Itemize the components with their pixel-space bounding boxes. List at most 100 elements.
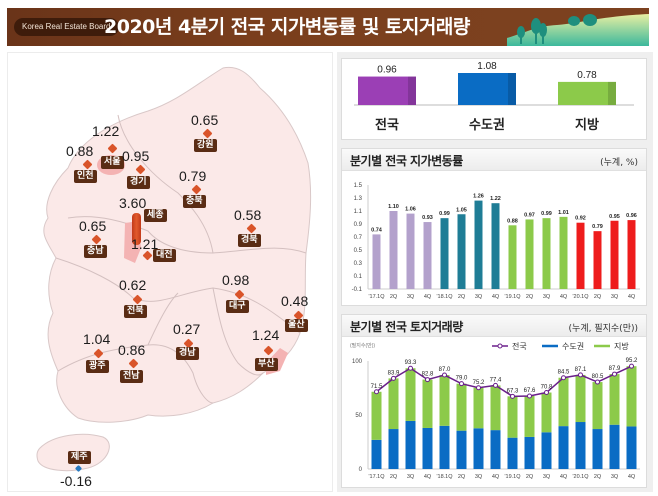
x-tick-label: 2Q (594, 474, 602, 480)
provincial-bar-segment (626, 366, 637, 427)
x-tick-label: 2Q (526, 294, 534, 300)
national-value-label: 95.2 (626, 358, 638, 364)
region-label-gangwon: 강원 (194, 139, 217, 152)
region-label-chungnam: 충남 (84, 245, 107, 258)
region-label-jeju: 제주 (68, 451, 91, 464)
region-label-daegu: 대구 (226, 300, 249, 313)
region-value-jeonbuk: 0.62 (119, 277, 147, 293)
landprice-value-label: 0.96 (626, 213, 637, 219)
national-value-label: 75.2 (473, 380, 485, 386)
landprice-value-label: 0.99 (541, 211, 552, 217)
national-value-label: 84.5 (558, 370, 570, 376)
landprice-value-label: 1.01 (558, 210, 569, 216)
provincial-bar-segment (388, 378, 399, 430)
x-tick-label: 4Q (424, 474, 432, 480)
x-tick-label: '19.1Q (504, 294, 521, 300)
region-value-gwangju: 1.04 (83, 331, 111, 347)
region-value-jeju: -0.16 (60, 473, 92, 489)
marker-sejong (132, 213, 141, 245)
landprice-value-label: 0.97 (524, 212, 535, 218)
landprice-bar (610, 220, 619, 289)
region-label-sejong: 세종 (144, 209, 167, 222)
provincial-bar-segment (524, 395, 535, 437)
landprice-value-label: 0.92 (575, 216, 586, 222)
y-tick-label: 1.1 (354, 209, 363, 215)
region-value-chungbuk: 0.79 (179, 168, 207, 184)
landprice-bar (525, 219, 534, 289)
landprice-value-label: 0.95 (609, 214, 620, 220)
national-point (442, 372, 447, 378)
national-value-label: 70.8 (541, 385, 553, 391)
landprice-value-label: 1.22 (490, 196, 501, 202)
summary-bar-chart: 0.96 전국 1.08 수도권 0.78 지방 (354, 61, 634, 132)
capital-bar-segment (456, 430, 467, 469)
landprice-bar (508, 225, 517, 289)
capital-bar-segment (609, 424, 620, 469)
x-tick-label: '17.1Q (368, 294, 385, 300)
region-value-ulsan: 0.48 (281, 293, 309, 309)
region-label-jeonbuk: 전북 (124, 305, 147, 318)
national-point (561, 375, 566, 381)
region-value-gyeonggi: 0.95 (122, 148, 150, 164)
region-value-sejong: 3.60 (119, 195, 147, 211)
landprice-bar (593, 231, 602, 289)
provincial-bar-segment (507, 396, 518, 438)
x-tick-label: 3Q (543, 294, 551, 300)
provincial-bar-segment (371, 391, 382, 440)
capital-bar-segment (507, 437, 518, 469)
landprice-bar (491, 203, 500, 289)
x-tick-label: 4Q (560, 474, 568, 480)
x-tick-label: 3Q (475, 294, 483, 300)
x-tick-label: 4Q (628, 474, 636, 480)
capital-bar-segment (558, 426, 569, 469)
x-tick-label: 2Q (594, 294, 602, 300)
landprice-bar-chart: 1.5 1.3 1.1 0.9 0.7 0.5 0.3 0.1 -0.1 0.74 '17.1Q 1.… (352, 183, 640, 300)
capital-bar-segment (592, 429, 603, 469)
landprice-value-label: 1.10 (388, 204, 399, 210)
capital-bar-segment (473, 428, 484, 469)
national-value-label: 83.9 (388, 370, 400, 376)
y-tick-label: 100 (352, 359, 363, 365)
provincial-bar-segment (575, 374, 586, 423)
capital-bar-segment (524, 436, 535, 469)
x-tick-label: 3Q (475, 474, 483, 480)
x-tick-label: 3Q (407, 474, 415, 480)
korea-map (36, 66, 312, 472)
summary-bar-shade-0 (408, 76, 416, 105)
national-point (476, 385, 481, 391)
national-point (578, 372, 583, 378)
summary-bar-shade-2 (608, 81, 616, 105)
provincial-bar-segment (422, 379, 433, 428)
landprice-value-label: 1.05 (456, 207, 467, 213)
national-point (629, 363, 634, 369)
capital-bar-segment (405, 420, 416, 469)
national-value-label: 79.0 (456, 376, 468, 382)
x-tick-label: '18.1Q (436, 474, 453, 480)
x-tick-label: 2Q (390, 474, 398, 480)
region-value-gyeongnam: 0.27 (173, 321, 201, 337)
summary-bar-0 (358, 76, 416, 105)
y-tick-label: 0.5 (354, 248, 363, 254)
transaction-panel-header: 분기별 전국 토지거래량 (누계, 필지수(만)) (342, 315, 646, 337)
national-value-label: 77.4 (490, 377, 502, 383)
landprice-value-label: 1.26 (473, 194, 484, 200)
national-value-label: 80.5 (592, 374, 604, 380)
national-value-label: 71.5 (371, 384, 383, 390)
x-tick-label: 3Q (407, 294, 415, 300)
national-point (612, 371, 617, 377)
summary-bar-1 (458, 73, 516, 105)
provincial-bar-segment (405, 368, 416, 421)
x-tick-label: 4Q (492, 294, 500, 300)
landprice-value-label: 1.06 (405, 207, 416, 213)
landprice-value-label: 0.99 (439, 211, 450, 217)
transaction-chart-unit: (누계, 필지수(만)) (568, 324, 638, 334)
national-point (544, 390, 549, 396)
region-label-incheon: 인천 (74, 170, 97, 183)
y-tick-label: 50 (355, 413, 362, 419)
y-tick-label: 0.7 (354, 235, 363, 241)
region-label-gyeongnam: 경남 (176, 347, 199, 360)
summary-category-label: 지방 (575, 117, 599, 132)
x-tick-label: 2Q (390, 294, 398, 300)
y-tick-label: 1.5 (354, 183, 363, 189)
summary-value-label: 0.96 (377, 65, 397, 76)
